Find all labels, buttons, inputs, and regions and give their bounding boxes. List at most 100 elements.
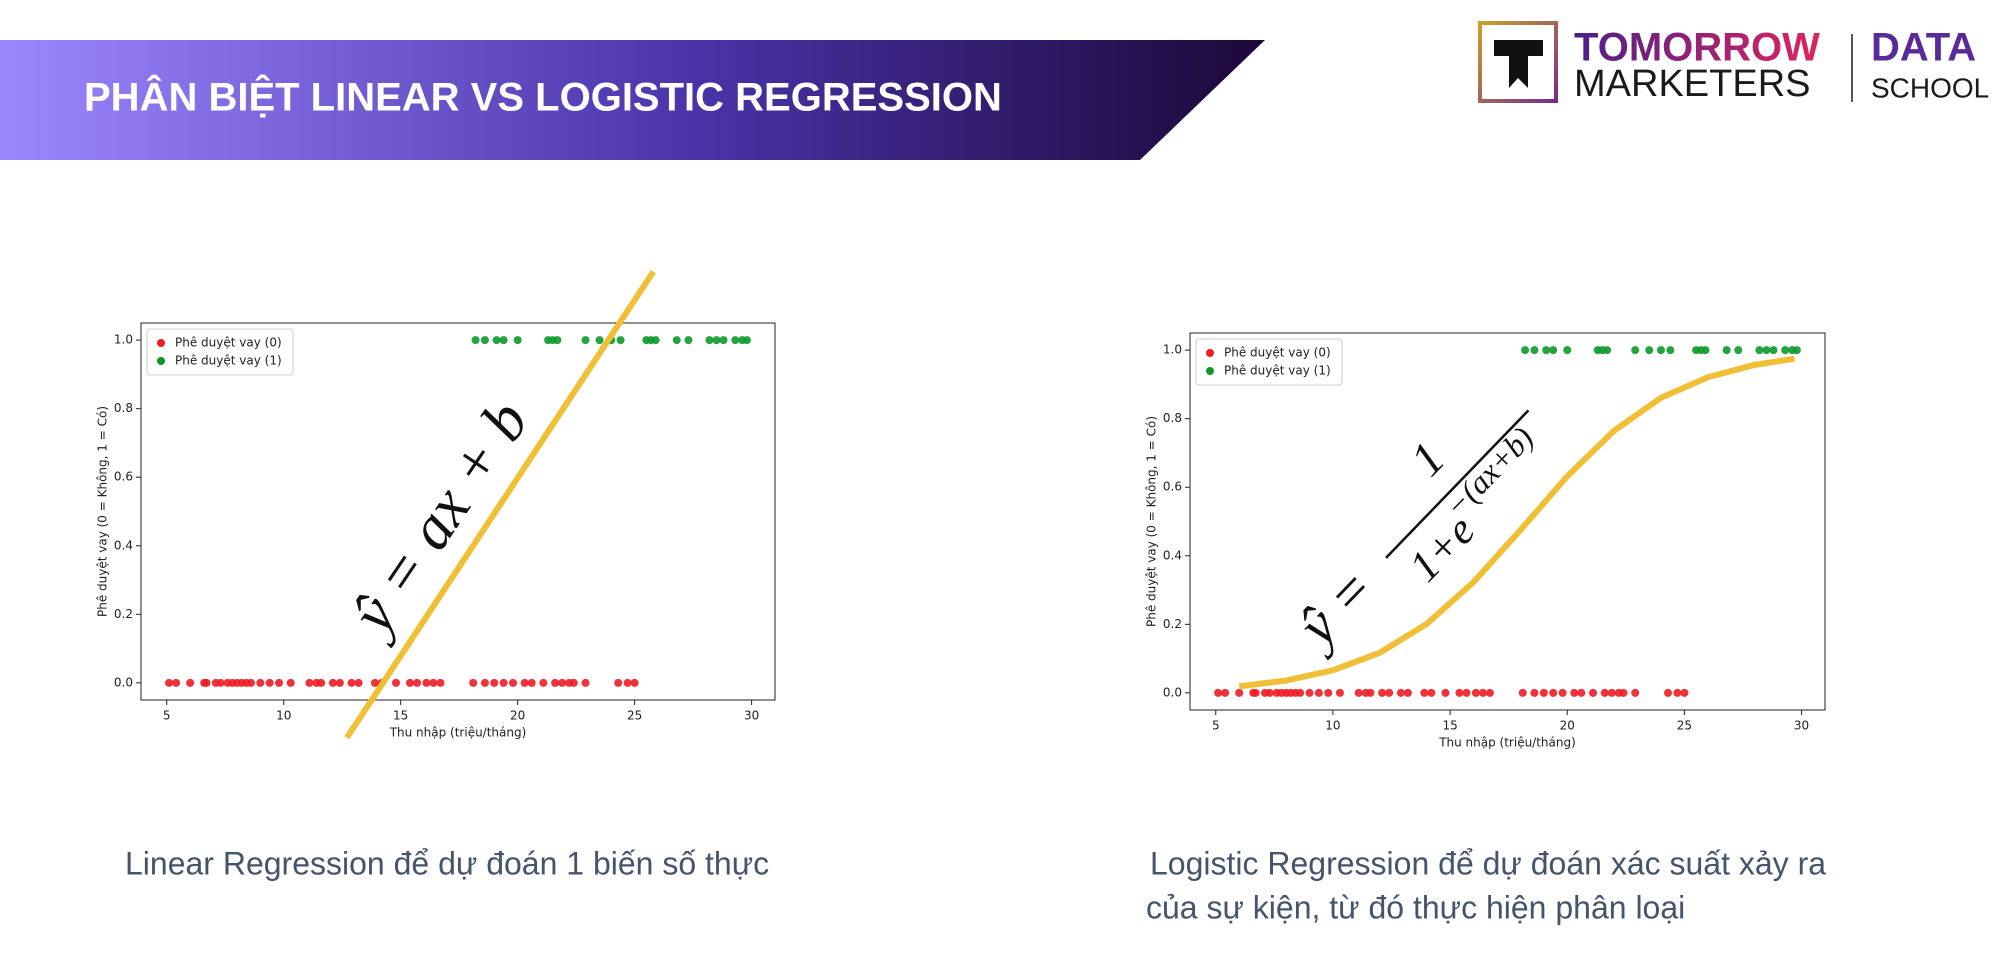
x-tick-label: 20 bbox=[510, 709, 525, 723]
scatter-point bbox=[581, 678, 590, 687]
y-tick-label: 0.8 bbox=[1163, 411, 1182, 425]
scatter-point bbox=[1530, 346, 1539, 355]
x-tick-label: 10 bbox=[1325, 719, 1340, 733]
scatter-point bbox=[1664, 688, 1673, 697]
scatter-point bbox=[1335, 688, 1344, 697]
header-band bbox=[0, 40, 1265, 160]
x-tick-label: 15 bbox=[393, 709, 408, 723]
scatter-point bbox=[616, 336, 625, 345]
scatter-point bbox=[1385, 688, 1394, 697]
scatter-point bbox=[513, 336, 522, 345]
scatter-point bbox=[1396, 688, 1405, 697]
scatter-point bbox=[1619, 688, 1628, 697]
scatter-point bbox=[1521, 346, 1530, 355]
scatter-point bbox=[1366, 688, 1375, 697]
scatter-point bbox=[1455, 688, 1464, 697]
scatter-point bbox=[1314, 688, 1323, 697]
y-axis-label: Phê duyệt vay (0 = Không, 1 = Có) bbox=[1145, 416, 1159, 627]
scatter-point bbox=[1570, 688, 1579, 697]
x-tick-label: 30 bbox=[1794, 719, 1809, 733]
x-tick-label: 15 bbox=[1442, 719, 1457, 733]
scatter-point bbox=[551, 678, 560, 687]
header-title: PHÂN BIỆT LINEAR VS LOGISTIC REGRESSION bbox=[84, 74, 1002, 120]
caption-left: Linear Regression để dự đoán 1 biến số t… bbox=[125, 845, 769, 881]
scatter-point bbox=[1603, 346, 1612, 355]
scatter-point bbox=[165, 678, 174, 687]
plot-frame bbox=[1189, 332, 1826, 711]
scatter-point bbox=[1549, 346, 1558, 355]
scatter-point bbox=[413, 678, 422, 687]
chart: 5 10 15 20 25 30 0.0 0.2 0.4 0.6 0.8 1.0 Thu nhập (t… bbox=[96, 269, 776, 740]
scatter-point bbox=[406, 678, 415, 687]
logo-side2: SCHOOL bbox=[1871, 72, 1989, 103]
scatter-point bbox=[1645, 346, 1654, 355]
scatter-point bbox=[508, 678, 517, 687]
scatter-point bbox=[712, 336, 721, 345]
scatter-point bbox=[335, 678, 344, 687]
scatter-point bbox=[1471, 688, 1480, 697]
scatter-point bbox=[1354, 688, 1363, 697]
legend-marker bbox=[157, 357, 165, 365]
scatter-point bbox=[1221, 688, 1230, 697]
logo-line1: TOMORROW bbox=[1574, 26, 1820, 70]
scatter-point bbox=[1485, 688, 1494, 697]
scatter-point bbox=[569, 678, 578, 687]
x-tick-label: 25 bbox=[1677, 719, 1692, 733]
scatter-point bbox=[1577, 688, 1586, 697]
fraction-bar bbox=[1385, 409, 1530, 559]
y-tick-label: 1.0 bbox=[1163, 343, 1182, 357]
scatter-point bbox=[1769, 346, 1778, 355]
scatter-point bbox=[1403, 688, 1412, 697]
scatter-point bbox=[1792, 346, 1801, 355]
fit-line bbox=[344, 269, 656, 740]
scatter-point bbox=[347, 678, 356, 687]
scatter-point bbox=[1539, 688, 1548, 697]
scatter-point bbox=[672, 336, 681, 345]
scatter-point bbox=[1378, 688, 1387, 697]
y-tick-label: 1.0 bbox=[114, 333, 133, 347]
scatter-point bbox=[1542, 346, 1551, 355]
scatter-point bbox=[436, 678, 445, 687]
scatter-point bbox=[1762, 346, 1771, 355]
legend-marker bbox=[1206, 349, 1214, 357]
scatter-point bbox=[499, 678, 508, 687]
scatter-point bbox=[1631, 688, 1640, 697]
x-tick-label: 5 bbox=[163, 709, 171, 723]
scatter-point bbox=[1680, 688, 1689, 697]
x-axis-label: Thu nhập (triệu/tháng) bbox=[389, 726, 527, 740]
plot-frame bbox=[140, 322, 776, 701]
scatter-point bbox=[581, 336, 590, 345]
scatter-point bbox=[392, 678, 401, 687]
scatter-point bbox=[742, 336, 751, 345]
scatter-point bbox=[469, 678, 478, 687]
fit-line bbox=[1238, 355, 1795, 690]
legend-marker bbox=[157, 339, 165, 347]
scatter-point bbox=[539, 678, 548, 687]
scatter-point bbox=[1631, 346, 1640, 355]
scatter-point bbox=[422, 678, 431, 687]
y-tick-label: 0.0 bbox=[114, 675, 133, 689]
scatter-point bbox=[1427, 688, 1436, 697]
scatter-point bbox=[370, 678, 379, 687]
legend-box bbox=[1195, 338, 1343, 386]
scatter-point bbox=[1734, 346, 1743, 355]
scatter-point bbox=[1214, 688, 1223, 697]
scatter-point bbox=[1666, 346, 1675, 355]
caption-right: của sự kiện, từ đó thực hiện phân loại bbox=[1146, 889, 1685, 925]
scatter-point bbox=[328, 678, 337, 687]
scatter-point bbox=[651, 336, 660, 345]
y-tick-label: 0.6 bbox=[1163, 480, 1182, 494]
scatter-point bbox=[286, 678, 295, 687]
chart: 5 10 15 20 25 30 0.0 0.2 0.4 0.6 0.8 1.0 Thu nhập (t… bbox=[1145, 332, 1826, 750]
legend-box bbox=[146, 328, 294, 376]
scatter-point bbox=[1518, 688, 1527, 697]
scatter-point bbox=[492, 336, 501, 345]
scatter-point bbox=[1701, 346, 1710, 355]
scatter-point bbox=[1324, 688, 1333, 697]
scatter-point bbox=[186, 678, 195, 687]
scatter-point bbox=[1420, 688, 1429, 697]
logo-box bbox=[1478, 21, 1558, 103]
scatter-point bbox=[1781, 346, 1790, 355]
scatter-point bbox=[317, 678, 326, 687]
